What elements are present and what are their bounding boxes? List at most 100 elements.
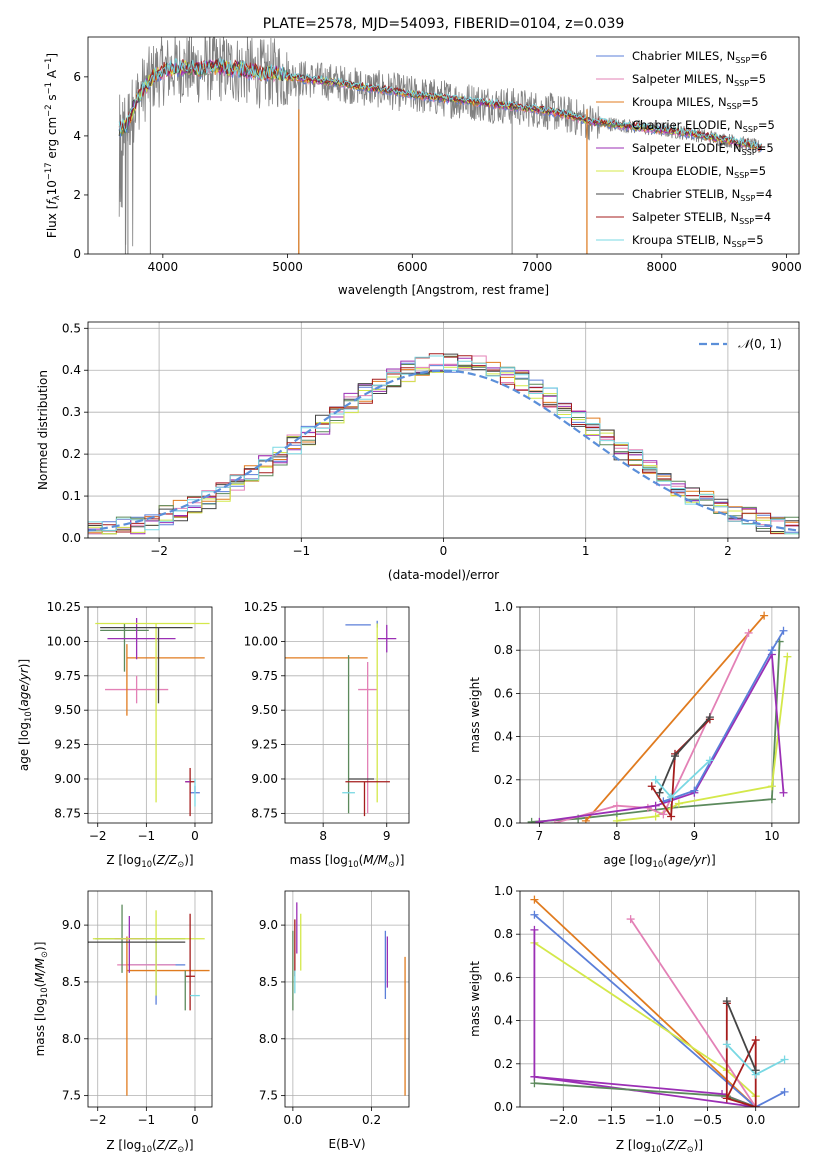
x-axis-label: (data-model)/error [388, 568, 499, 582]
plus-marker [530, 895, 539, 904]
label-part: SSP [732, 240, 747, 249]
plot-area [292, 902, 406, 1096]
y-tick-label: 9.50 [54, 703, 81, 717]
legend-label: Kroupa STELIB, NSSP=5 [632, 233, 764, 249]
label-part: 10 [39, 987, 49, 998]
plus-marker [626, 915, 635, 924]
plus-marker [647, 782, 656, 791]
y-tick-label: 0.2 [494, 1057, 513, 1071]
series-salpeter-elodie [535, 650, 788, 823]
legend-label: 𝒩(0, 1) [738, 337, 782, 351]
plus-marker [767, 795, 776, 804]
label-part: ⊙ [388, 859, 395, 869]
axes-spectrum: 4000 5000 6000 7000 8000 9000 0 2 4 6 [73, 36, 802, 274]
label-part: age/yr [668, 853, 707, 867]
series-line [533, 914, 786, 1107]
series-kroupa-miles [581, 611, 769, 823]
plus-marker [674, 799, 683, 808]
label-part: log [17, 722, 31, 740]
label-part: 10 [141, 859, 152, 869]
plot-area [285, 620, 397, 817]
x-tick-label: −1 [292, 544, 310, 558]
y-axis-label: mass weight [468, 961, 482, 1037]
errorbar-point [358, 662, 378, 814]
plus-marker [722, 1040, 731, 1049]
y-tick-label: 8.0 [62, 1032, 81, 1046]
y-tick-label: 9.25 [54, 738, 81, 752]
y-tick-label: 0.4 [494, 1014, 513, 1028]
series-kroupa-elodie [530, 938, 760, 1101]
model-spectrum-kroupa-stelib [118, 57, 762, 149]
label-part: Kroupa ELODIE, N [632, 164, 734, 178]
label-part: SSP [735, 56, 750, 65]
x-tick-label: −1 [138, 1113, 156, 1127]
plus-marker [651, 775, 660, 784]
series-line [616, 656, 789, 822]
plus-marker [612, 801, 621, 810]
x-tick-label: 8 [613, 829, 621, 843]
label-part: ⊙ [177, 1144, 184, 1154]
errorbar-point [92, 910, 205, 996]
x-axis-label: Z [log10(Z/Z⊙)] [106, 853, 193, 869]
plus-marker [780, 1087, 789, 1096]
errorbar-point [95, 622, 210, 803]
label-part: log [330, 853, 348, 867]
x-axis-label: Z [log10(Z/Z⊙)] [616, 1138, 703, 1154]
label-part: ( [152, 853, 157, 867]
y-tick-label: 0.8 [494, 927, 513, 941]
plus-marker [744, 628, 753, 637]
plus-marker [760, 611, 769, 620]
label-part: Z [ [106, 853, 123, 867]
legend: 𝒩(0, 1) [699, 337, 782, 351]
label-part: f [45, 199, 59, 205]
x-tick-label: 0 [440, 544, 448, 558]
histogram-kroupa-stelib [88, 355, 799, 535]
x-tick-label: −2 [89, 829, 107, 843]
x-tick-label: 0 [191, 1113, 199, 1127]
plus-marker [651, 801, 660, 810]
label-part: Z/Z [156, 1138, 178, 1152]
plus-marker [779, 626, 788, 635]
axes-massweight_vs_Z: −2.0 −1.5 −1.0 −0.5 0.0 0.0 0.2 0.4 0.6 0.8 1.0 [494, 884, 800, 1127]
label-part: =5 [749, 72, 766, 86]
label-part: Chabrier STELIB, N [632, 187, 740, 201]
label-part: )] [706, 853, 715, 867]
label-part: 10 [45, 180, 59, 195]
y-tick-label: 9.75 [251, 669, 278, 683]
y-tick-label: 4 [73, 129, 81, 143]
y-tick-label: 9.0 [259, 918, 278, 932]
plus-marker [783, 652, 792, 661]
label-part: =4 [755, 187, 772, 201]
errorbar-point [105, 675, 169, 704]
label-part: Chabrier ELODIE, N [632, 118, 743, 132]
y-tick-label: 10.25 [244, 600, 278, 614]
plus-marker [659, 810, 668, 819]
label-part: Z [ [106, 1138, 123, 1152]
y-tick-label: 8.5 [259, 975, 278, 989]
label-part: =6 [750, 49, 767, 63]
errorbar-point [185, 913, 195, 1011]
y-axis-label: Normed distribution [36, 370, 50, 490]
y-tick-label: 8.0 [259, 1032, 278, 1046]
legend-label: Salpeter STELIB, NSSP=4 [632, 210, 771, 226]
label-part: log [33, 998, 47, 1016]
label-part: M/M [33, 957, 47, 982]
y-tick-label: 8.75 [54, 806, 81, 820]
series-line [531, 641, 781, 823]
y-tick-label: 0.3 [62, 405, 81, 419]
plus-marker [767, 782, 776, 791]
label-part: SSP [734, 171, 749, 180]
y-axis-label: Flux [fλ10−17 erg cm−2 s−1 A−1] [43, 53, 61, 238]
plus-marker [655, 788, 664, 797]
series-chabrier-stelib [722, 997, 760, 1075]
chart-title: PLATE=2578, MJD=54093, FIBERID=0104, z=0… [263, 16, 625, 32]
series-chabrier-miles [659, 626, 788, 806]
series-line [533, 929, 757, 1107]
axes-frame [87, 36, 800, 255]
legend-label: Chabrier ELODIE, NSSP=5 [632, 118, 775, 134]
label-part: ( [33, 983, 47, 988]
series-line [585, 615, 765, 822]
plot-area [118, 37, 763, 254]
